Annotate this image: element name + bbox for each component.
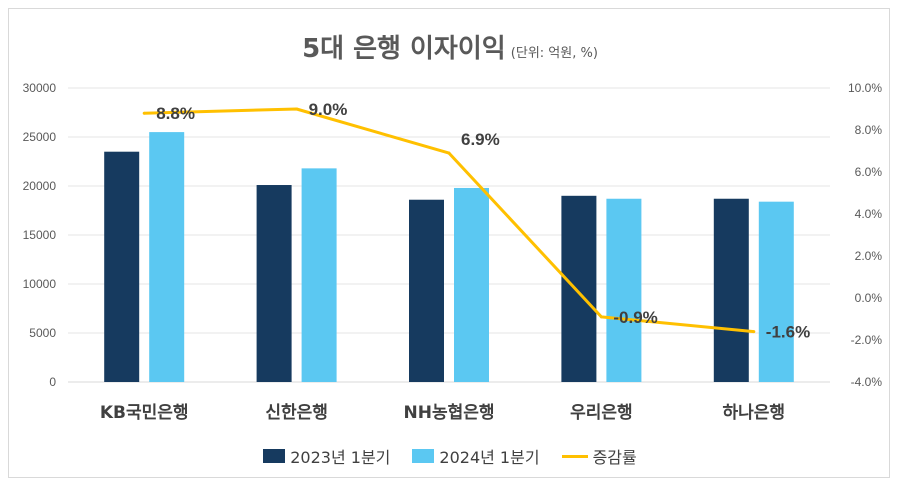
legend-swatch — [561, 454, 588, 458]
line-point — [752, 330, 756, 334]
bar-2023 — [104, 151, 140, 382]
bar-2024 — [606, 198, 642, 382]
right-tick-label: -2.0% — [851, 333, 883, 347]
line-point — [447, 151, 451, 155]
legend-label: 증감률 — [592, 448, 637, 467]
legend-item-2023: 2023년 1분기 — [263, 444, 390, 468]
data-label: 9.0% — [309, 100, 348, 119]
legend-label: 2023년 1분기 — [290, 448, 391, 467]
category-label: NH농협은행 — [403, 402, 494, 423]
data-label: 6.9% — [461, 130, 500, 149]
bar-2024 — [454, 187, 489, 382]
left-tick-label: 0 — [49, 375, 56, 389]
data-label: 8.8% — [156, 104, 195, 123]
data-label: -1.6% — [766, 323, 810, 342]
line-point — [599, 315, 603, 319]
right-tick-label: 4.0% — [855, 207, 883, 221]
left-tick-label: 30000 — [23, 81, 57, 95]
left-tick-label: 5000 — [29, 326, 56, 340]
category-label: 하나은행 — [723, 403, 786, 423]
category-label: 우리은행 — [570, 403, 633, 423]
data-label: -0.9% — [613, 308, 657, 327]
right-tick-label: 10.0% — [848, 81, 882, 95]
right-tick-label: 6.0% — [855, 165, 883, 179]
left-tick-label: 15000 — [23, 228, 57, 242]
line-point — [142, 111, 146, 115]
legend-item-2024: 2024년 1분기 — [412, 444, 540, 468]
title-text: 5대 은행 이자이익 — [302, 34, 506, 64]
left-tick-label: 20000 — [23, 179, 57, 193]
bar-2023 — [561, 195, 597, 382]
legend-swatch — [412, 449, 435, 463]
legend: 2023년 1분기 2024년 1분기 증감률 — [0, 444, 900, 468]
bar-2024 — [149, 132, 185, 382]
left-tick-label: 25000 — [23, 130, 57, 144]
bar-2024 — [758, 201, 794, 382]
bar-2023 — [256, 185, 292, 382]
legend-label: 2024년 1분기 — [439, 448, 540, 467]
change-rate-line — [144, 107, 754, 334]
right-tick-label: 8.0% — [855, 123, 883, 137]
legend-swatch — [263, 449, 286, 463]
line-point — [295, 107, 299, 111]
chart-title: 5대 은행 이자이익 (단위: 억원, %) — [0, 28, 900, 65]
subtitle-text: (단위: 억원, %) — [510, 46, 598, 61]
bar-2024 — [301, 168, 337, 382]
right-tick-label: 2.0% — [855, 249, 883, 263]
right-tick-label: -4.0% — [851, 375, 883, 389]
category-label: 신한은행 — [265, 403, 328, 423]
right-tick-label: 0.0% — [855, 291, 883, 305]
bar-2023 — [713, 198, 749, 382]
chart-frame — [8, 8, 890, 478]
left-tick-label: 10000 — [23, 277, 57, 291]
category-label: KB국민은행 — [100, 403, 189, 423]
legend-item-change: 증감률 — [561, 444, 637, 468]
bar-2023 — [409, 199, 444, 382]
